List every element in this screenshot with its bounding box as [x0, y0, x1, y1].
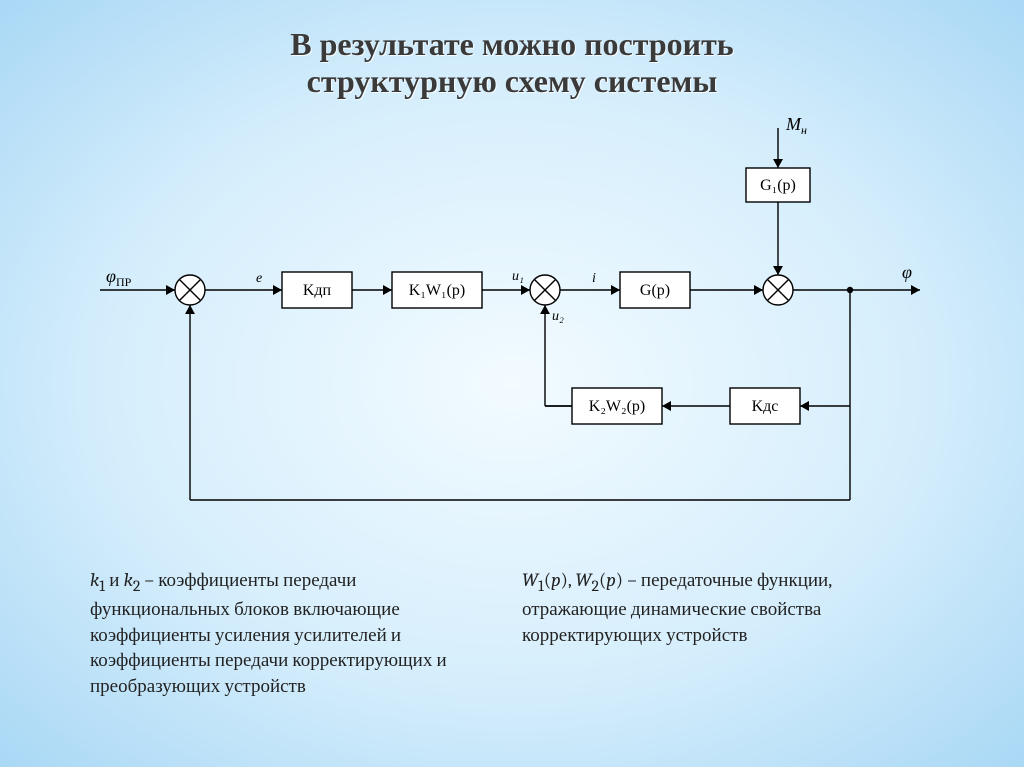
Kdc-label: Kдс: [752, 398, 779, 415]
K1W1-label: K₁W₁(p): [409, 282, 465, 299]
G1p-label: G₁(p): [760, 177, 796, 194]
signal-i: i: [592, 271, 596, 286]
label-Mn: Mн: [785, 114, 807, 137]
signal-u1: u₁: [512, 269, 524, 284]
Kdp-label: Kдп: [303, 282, 332, 299]
signal-e: e: [256, 271, 262, 286]
label-phi-pr: φПР: [106, 266, 132, 289]
block-diagram: Kдп K₁W₁(p) G(p) G₁(p) K₂W₂(p) Kдс φПР Mн φ e u₁ u₂…: [0, 0, 1024, 767]
signal-u2: u₂: [552, 309, 564, 324]
label-phi: φ: [902, 262, 912, 282]
Gp-label: G(p): [640, 282, 670, 299]
K2W2-label: K₂W₂(p): [589, 398, 645, 415]
